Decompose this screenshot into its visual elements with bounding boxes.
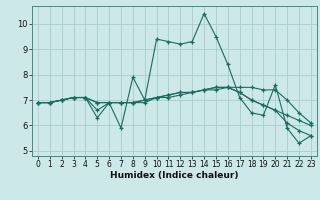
X-axis label: Humidex (Indice chaleur): Humidex (Indice chaleur) [110,171,239,180]
